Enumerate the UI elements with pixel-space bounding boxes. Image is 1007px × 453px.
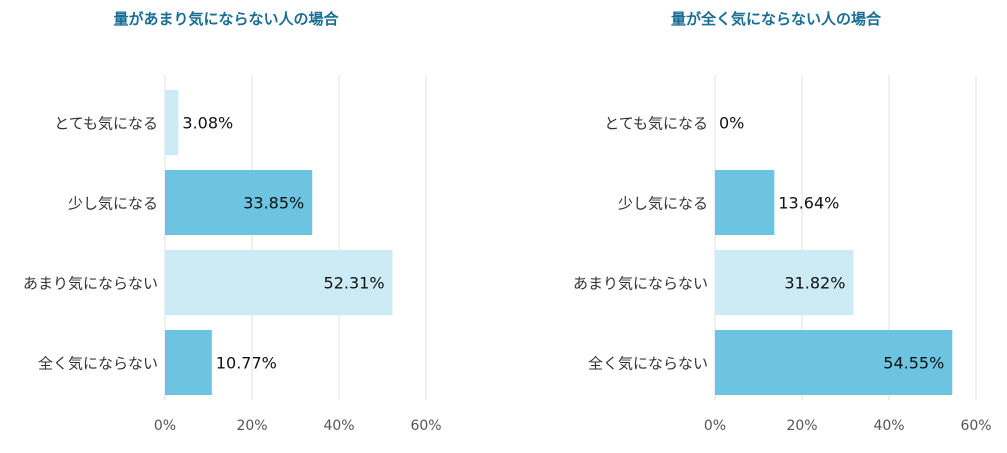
x-tick-label: 20% [236, 418, 267, 434]
value-label: 3.08% [182, 114, 233, 133]
category-label: とても気になる [54, 115, 158, 133]
x-tick-label: 40% [323, 418, 354, 434]
category-label: あまり気にならない [23, 275, 158, 293]
x-tick-label: 0% [154, 418, 176, 434]
bar [165, 90, 179, 155]
value-label: 31.82% [784, 274, 845, 293]
x-tick-label: 60% [410, 418, 441, 434]
bar [165, 250, 393, 315]
value-label: 52.31% [324, 274, 385, 293]
chart-title-right: 量が全く気にならない人の場合 [671, 10, 882, 28]
x-tick-label: 20% [786, 418, 817, 434]
category-label: とても気になる [604, 115, 708, 133]
category-label: 少し気になる [618, 195, 708, 213]
bar [165, 330, 212, 395]
bar [165, 170, 313, 235]
chart-title-left: 量があまり気にならない人の場合 [113, 10, 339, 28]
category-label: 少し気になる [68, 195, 158, 213]
category-label: あまり気にならない [573, 275, 708, 293]
value-label: 33.85% [243, 194, 304, 213]
category-label: 全く気にならない [38, 355, 158, 373]
x-tick-label: 60% [960, 418, 991, 434]
bar [715, 250, 854, 315]
x-tick-label: 0% [704, 418, 726, 434]
x-tick-label: 40% [873, 418, 904, 434]
value-label: 10.77% [216, 354, 277, 373]
bar [715, 330, 953, 395]
value-label: 0% [719, 114, 744, 133]
category-label: 全く気にならない [588, 355, 708, 373]
chart-panel-left: 0% 20% 40% 60% とても気になる 3.08% 少し気になる 33.85% あまり気に… [23, 75, 442, 434]
bar [715, 170, 775, 235]
value-label: 13.64% [778, 194, 839, 213]
chart-panel-right: 0% 20% 40% 60% とても気になる 0% 少し気になる 13.64% あまり気にならな… [573, 75, 992, 434]
value-label: 54.55% [883, 354, 944, 373]
